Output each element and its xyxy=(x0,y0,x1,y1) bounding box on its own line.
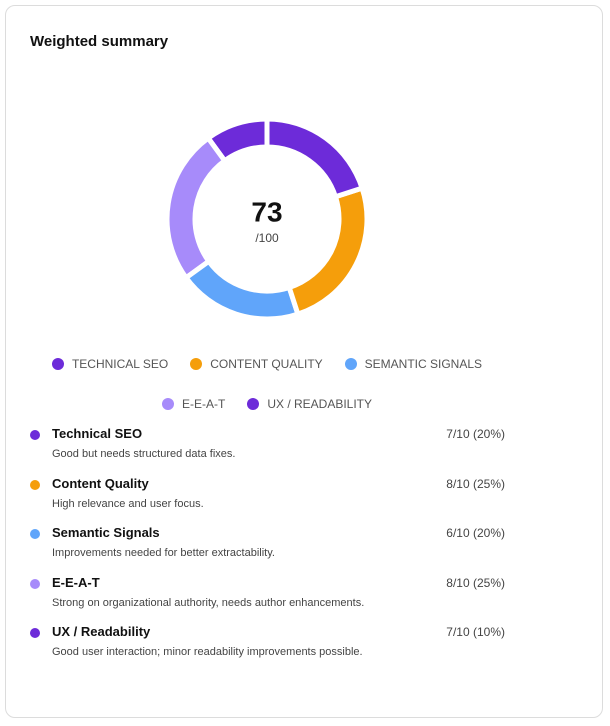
item-score: 6/10 (20%) xyxy=(446,526,505,540)
item-score: 8/10 (25%) xyxy=(446,476,505,491)
item-dot xyxy=(30,430,40,440)
card xyxy=(5,5,603,718)
legend-swatch xyxy=(247,398,260,410)
legend-label: TECHNICAL SEO xyxy=(71,357,169,371)
summary-item: Content Quality 8/10 (25%) High relevance … xyxy=(30,476,505,521)
item-name: E-E-A-T xyxy=(52,574,100,590)
legend-swatch xyxy=(344,358,357,370)
item-dot xyxy=(30,529,40,539)
summary-item: Technical SEO 7/10 (20%) Good but needs st… xyxy=(30,426,505,471)
donut-segment xyxy=(286,184,370,318)
item-dot xyxy=(30,628,40,638)
summary-item: E-E-A-T 8/10 (25%) Strong on organizationa… xyxy=(30,575,505,620)
legend-swatch xyxy=(190,358,203,370)
item-dot xyxy=(30,479,40,490)
item-description: Good user interaction; minor readability… xyxy=(52,646,363,658)
donut-segment xyxy=(264,116,366,200)
summary-item: Semantic Signals 6/10 (20%) Improvements n… xyxy=(30,525,505,570)
item-score: 7/10 (10%) xyxy=(446,625,505,639)
item-score: 8/10 (25%) xyxy=(446,575,505,590)
legend-label: SEMANTIC SIGNALS xyxy=(364,357,483,371)
legend-entry: SEMANTIC SIGNALS xyxy=(344,354,483,374)
legend-swatch xyxy=(161,398,174,410)
item-dot xyxy=(30,578,40,589)
legend-entry: TECHNICAL SEO xyxy=(51,354,169,374)
legend-swatch xyxy=(51,358,64,370)
item-name: Semantic Signals xyxy=(52,525,160,540)
legend-entry: UX / READABILITY xyxy=(247,394,372,414)
donut-segment xyxy=(164,134,229,282)
item-name: Technical SEO xyxy=(52,426,143,441)
item-score: 7/10 (20%) xyxy=(446,427,505,441)
item-description: High relevance and user focus. xyxy=(52,497,204,510)
legend-label: E-E-A-T xyxy=(181,397,226,411)
legend: TECHNICAL SEO CONTENT QUALITY SEMANTIC SIG… xyxy=(42,354,492,414)
card-title: Weighted summary xyxy=(30,33,169,50)
item-description: Strong on organizational authority, need… xyxy=(52,596,365,609)
item-name: UX / Readability xyxy=(52,624,151,639)
legend-label: UX / READABILITY xyxy=(267,397,373,411)
legend-label: CONTENT QUALITY xyxy=(210,357,323,371)
legend-entry: E-E-A-T xyxy=(161,394,226,414)
item-description: Improvements needed for better extractab… xyxy=(52,547,275,559)
item-description: Good but needs structured data fixes. xyxy=(52,448,236,460)
item-name: Content Quality xyxy=(52,475,149,491)
summary-item: UX / Readability 7/10 (10%) Good user inte… xyxy=(30,624,505,669)
center-label: /100 xyxy=(255,231,279,245)
donut-chart: 73 /100 xyxy=(164,116,370,322)
legend-entry: CONTENT QUALITY xyxy=(190,354,323,374)
center-value: 73 xyxy=(251,196,282,227)
donut-segment xyxy=(182,257,302,322)
